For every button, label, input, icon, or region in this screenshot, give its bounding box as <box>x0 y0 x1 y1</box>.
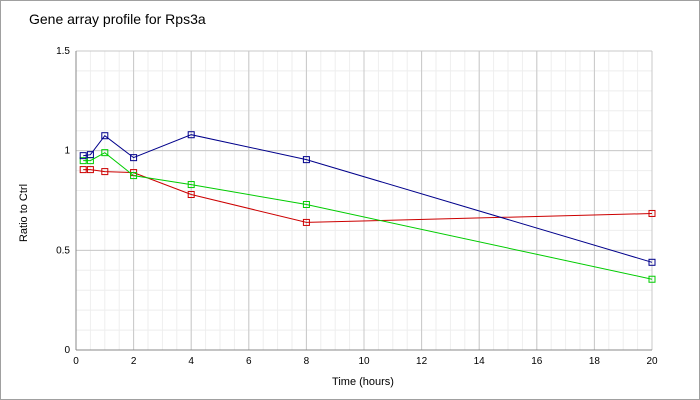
data-point-marker <box>86 166 94 174</box>
data-point-marker <box>187 191 195 199</box>
data-point-marker <box>86 151 94 159</box>
data-point-marker <box>648 209 656 217</box>
series-group <box>79 131 656 283</box>
x-tick-label: 2 <box>131 356 137 367</box>
data-point-marker <box>79 166 87 174</box>
data-point-marker <box>101 168 109 176</box>
data-point-marker <box>130 154 138 162</box>
data-point-marker <box>187 181 195 189</box>
y-tick-label: 1 <box>64 146 70 157</box>
grid <box>75 50 653 351</box>
series-line <box>83 134 653 263</box>
y-axis-label: Ratio to Ctrl <box>18 184 30 242</box>
y-tick-label: 0.5 <box>56 245 70 256</box>
data-point-marker <box>101 132 109 140</box>
x-tick-label: 10 <box>358 356 370 367</box>
series-line <box>83 152 653 280</box>
data-point-marker <box>302 200 310 208</box>
y-tick-label: 1.5 <box>56 46 70 57</box>
data-point-marker <box>648 275 656 283</box>
axes: 0 2 4 6 8 10 12 14 16 18 20 0 0.5 1 1.5 <box>56 46 658 367</box>
x-tick-label: 14 <box>474 356 486 367</box>
data-point-marker <box>130 172 138 180</box>
x-tick-label: 8 <box>304 356 310 367</box>
data-point-marker <box>187 131 195 139</box>
chart-title: Gene array profile for Rps3a <box>29 11 206 27</box>
x-tick-label: 20 <box>646 356 658 367</box>
data-point-marker <box>79 157 87 165</box>
x-tick-label: 6 <box>246 356 252 367</box>
x-tick-label: 18 <box>589 356 601 367</box>
x-tick-label: 16 <box>531 356 543 367</box>
x-tick-label: 12 <box>416 356 428 367</box>
x-tick-label: 0 <box>73 356 79 367</box>
data-point-marker <box>648 258 656 266</box>
x-tick-label: 4 <box>188 356 194 367</box>
x-axis-label: Time (hours) <box>332 376 394 388</box>
data-point-marker <box>302 218 310 226</box>
data-point-marker <box>101 149 109 157</box>
y-tick-label: 0 <box>64 345 70 356</box>
data-point-marker <box>302 156 310 164</box>
data-point-marker <box>79 152 87 160</box>
